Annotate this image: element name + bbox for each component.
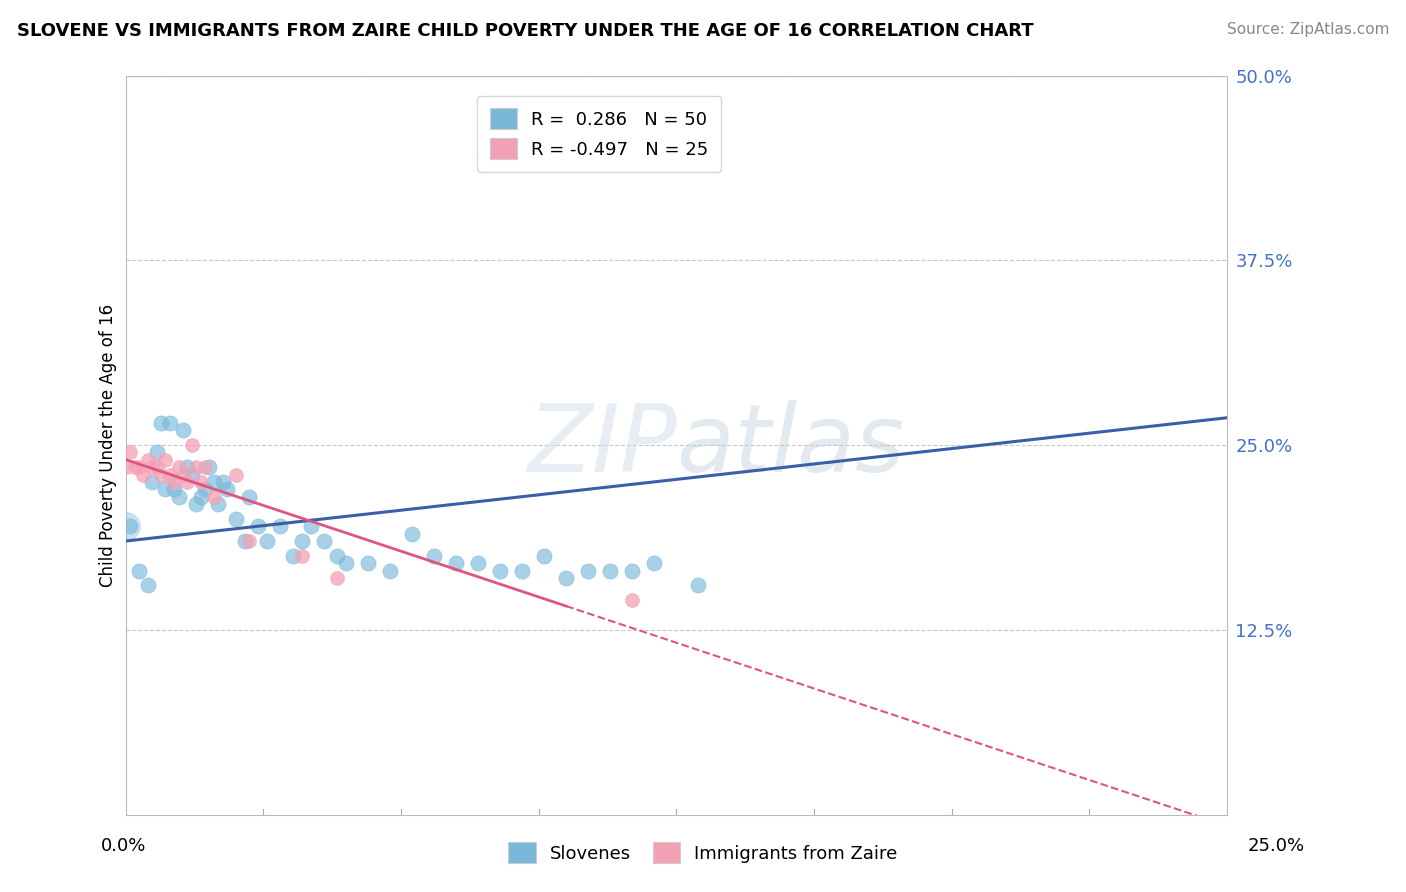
Point (167, 460, 190, 475)
Point (599, 564, 621, 578)
Point (299, 519, 322, 533)
Point (312, 534, 335, 549)
Point (186, 460, 208, 475)
Point (256, 534, 278, 549)
Point (643, 556, 665, 570)
Point (489, 564, 512, 578)
Point (155, 483, 177, 497)
Text: SLOVENE VS IMMIGRANTS FROM ZAIRE CHILD POVERTY UNDER THE AGE OF 16 CORRELATION C: SLOVENE VS IMMIGRANTS FROM ZAIRE CHILD P… (17, 22, 1033, 40)
Point (238, 534, 260, 549)
Point (194, 460, 217, 475)
Point (149, 467, 172, 482)
Point (176, 460, 198, 475)
Point (291, 534, 314, 549)
Point (132, 467, 155, 482)
Point (124, 460, 146, 475)
Point (120, 445, 142, 459)
Point (207, 497, 229, 511)
Point (114, 460, 136, 475)
Text: 25.0%: 25.0% (1249, 837, 1305, 855)
Point (555, 571, 578, 585)
Text: Source: ZipAtlas.com: Source: ZipAtlas.com (1226, 22, 1389, 37)
Point (326, 549, 349, 563)
Legend: Slovenes, Immigrants from Zaire: Slovenes, Immigrants from Zaire (499, 833, 907, 872)
Point (688, 578, 710, 592)
Point (211, 475, 233, 489)
Point (401, 526, 423, 541)
Point (163, 483, 186, 497)
Point (172, 467, 194, 482)
Text: ZIP: ZIP (527, 400, 676, 491)
Y-axis label: Child Poverty Under the Age of 16: Child Poverty Under the Age of 16 (100, 303, 117, 587)
Point (120, 519, 142, 533)
Point (141, 460, 163, 475)
Point (114, 519, 136, 533)
Point (176, 475, 198, 489)
Point (533, 549, 555, 563)
Point (180, 438, 202, 452)
Point (444, 556, 467, 570)
Point (167, 490, 190, 504)
Point (163, 475, 186, 489)
Point (136, 452, 159, 467)
Point (225, 512, 247, 526)
Point (190, 490, 212, 504)
Point (136, 578, 159, 592)
Point (180, 467, 202, 482)
Point (190, 475, 212, 489)
Point (128, 460, 150, 475)
Point (145, 445, 167, 459)
Point (128, 564, 150, 578)
Text: atlas: atlas (676, 400, 904, 491)
Point (194, 483, 217, 497)
Point (238, 490, 260, 504)
Point (510, 564, 533, 578)
Point (202, 475, 225, 489)
Point (621, 593, 644, 607)
Point (326, 571, 349, 585)
Point (378, 564, 401, 578)
Point (246, 519, 269, 533)
Point (141, 475, 163, 489)
Point (621, 564, 644, 578)
Text: 0.0%: 0.0% (101, 837, 146, 855)
Point (155, 452, 177, 467)
Point (145, 460, 167, 475)
Point (335, 556, 357, 570)
Point (225, 467, 247, 482)
Point (172, 423, 194, 437)
Point (202, 490, 225, 504)
Point (233, 534, 256, 549)
Point (186, 497, 208, 511)
Point (159, 416, 181, 430)
Point (198, 460, 221, 475)
Point (281, 549, 304, 563)
Point (291, 549, 314, 563)
Point (357, 556, 380, 570)
Point (423, 549, 446, 563)
Point (467, 556, 489, 570)
Point (269, 519, 291, 533)
Point (149, 416, 172, 430)
Point (159, 467, 181, 482)
Point (215, 483, 238, 497)
Point (576, 564, 599, 578)
Legend: R =  0.286   N = 50, R = -0.497   N = 25: R = 0.286 N = 50, R = -0.497 N = 25 (477, 95, 721, 171)
